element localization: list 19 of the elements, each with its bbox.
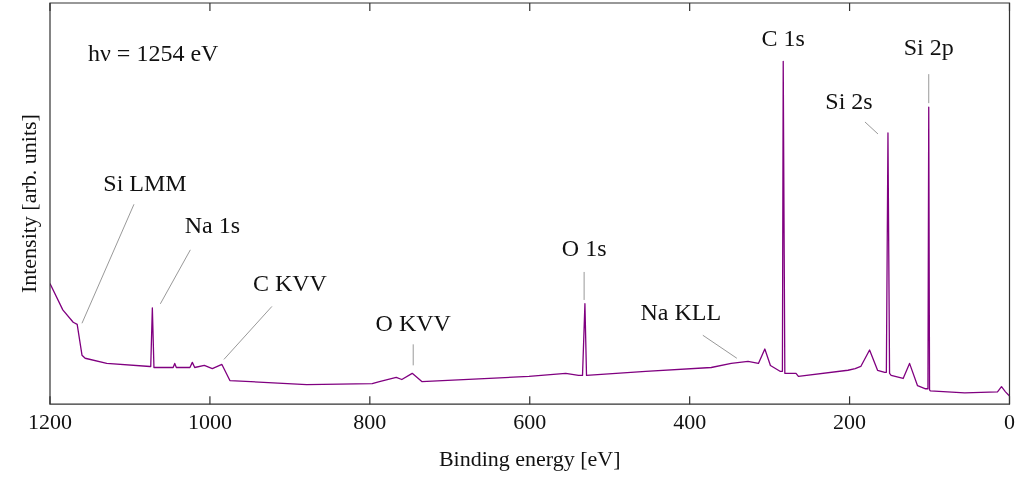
x-axis-title: Binding energy [eV] bbox=[438, 445, 621, 471]
annotation: Si LMM bbox=[103, 169, 187, 196]
x-tick-label: 800 bbox=[353, 409, 387, 435]
annotation: O KVV bbox=[375, 309, 452, 336]
x-tick-label: 200 bbox=[833, 409, 867, 435]
annotation: Na KLL bbox=[640, 298, 722, 325]
x-tick-label: 1000 bbox=[187, 409, 232, 435]
annotation: Si 2s bbox=[825, 88, 873, 115]
annotation: Si 2p bbox=[903, 34, 954, 61]
annotation: C KVV bbox=[252, 269, 328, 296]
annotation: hν = 1254 eV bbox=[88, 40, 220, 67]
y-axis-title: Intensity [arb. units] bbox=[15, 114, 41, 294]
x-tick-label: 600 bbox=[513, 409, 547, 435]
annotation: C 1s bbox=[761, 24, 805, 51]
x-tick-label: 0 bbox=[1004, 409, 1015, 435]
annotation: Na 1s bbox=[184, 212, 241, 239]
x-tick-label: 1200 bbox=[28, 409, 72, 435]
annotation: O 1s bbox=[561, 235, 607, 262]
x-tick-label: 400 bbox=[673, 409, 707, 435]
